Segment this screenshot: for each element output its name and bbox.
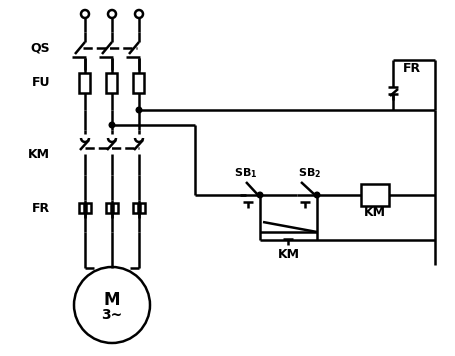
Text: M: M (104, 291, 120, 309)
Text: $\mathbf{SB_2}$: $\mathbf{SB_2}$ (298, 166, 321, 180)
Bar (79, 73, 90, 93)
Text: KM: KM (28, 148, 50, 162)
Bar (140, 203, 145, 213)
Text: FU: FU (31, 77, 50, 89)
Circle shape (313, 192, 319, 198)
Bar (106, 73, 117, 93)
Text: $\mathbf{SB_1}$: $\mathbf{SB_1}$ (234, 166, 257, 180)
Text: KM: KM (277, 247, 299, 261)
Bar (360, 184, 388, 206)
Text: FR: FR (402, 62, 420, 74)
Bar (106, 203, 111, 213)
Bar (79, 203, 84, 213)
Circle shape (109, 122, 115, 128)
Text: FR: FR (32, 201, 50, 215)
Circle shape (136, 107, 142, 113)
Bar (133, 203, 138, 213)
Bar (113, 203, 118, 213)
Text: 3~: 3~ (101, 308, 122, 322)
Text: KM: KM (363, 205, 385, 219)
Circle shape (257, 192, 262, 198)
Bar (133, 73, 144, 93)
Text: QS: QS (30, 42, 50, 54)
Bar (86, 203, 91, 213)
